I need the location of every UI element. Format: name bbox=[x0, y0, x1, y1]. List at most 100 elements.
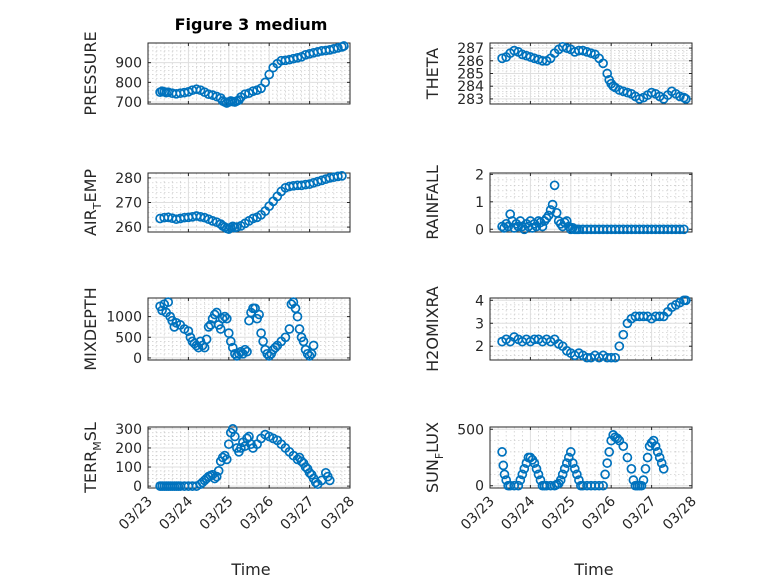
data-point bbox=[602, 68, 613, 79]
x-tick-label: 03/24 bbox=[498, 493, 538, 533]
data-point bbox=[519, 463, 530, 474]
data-point bbox=[622, 87, 633, 98]
data-point bbox=[646, 87, 657, 98]
data-point bbox=[557, 469, 568, 480]
data-point bbox=[207, 90, 218, 100]
data-point bbox=[559, 463, 570, 474]
data-point bbox=[221, 313, 232, 324]
y-tick-label: 0 bbox=[133, 479, 142, 495]
y-tick-label: 287 bbox=[457, 41, 484, 57]
y-axis-label-part: AIR bbox=[81, 209, 100, 236]
data-point bbox=[614, 341, 625, 352]
data-point bbox=[240, 89, 250, 100]
figure-title: Figure 3 medium bbox=[175, 15, 328, 34]
data-point bbox=[227, 342, 238, 353]
chart-panel: 260 270 280 AIRTEMP bbox=[81, 169, 351, 236]
data-point bbox=[594, 480, 604, 491]
data-point bbox=[650, 441, 661, 452]
data-point bbox=[264, 69, 275, 80]
data-point bbox=[499, 469, 510, 480]
y-tick-label: 1 bbox=[475, 195, 484, 211]
data-point bbox=[561, 216, 572, 226]
data-point bbox=[675, 91, 685, 102]
data-point bbox=[648, 435, 659, 446]
data-point bbox=[201, 334, 212, 345]
y-tick-label: 1000 bbox=[106, 310, 142, 326]
data-point bbox=[656, 458, 667, 468]
y-axis-label: TERRMSL bbox=[81, 422, 104, 494]
data-point bbox=[509, 45, 520, 56]
data-point bbox=[626, 463, 637, 474]
x-tick-label: 03/27 bbox=[620, 494, 660, 534]
y-axis-label: PRESSURE bbox=[81, 31, 100, 115]
y-tick-label: 500 bbox=[115, 330, 142, 346]
y-axis-label-part: SL bbox=[81, 422, 100, 441]
data-point bbox=[598, 58, 608, 69]
y-tick-label: 2 bbox=[475, 167, 484, 183]
data-point bbox=[292, 52, 303, 63]
data-point bbox=[652, 447, 663, 457]
y-tick-label: 200 bbox=[115, 441, 142, 457]
y-axis-label: SUNFLUX bbox=[423, 422, 446, 493]
data-point bbox=[203, 322, 214, 332]
chart-panel: 0 1 2 RAINFALL bbox=[423, 165, 693, 240]
y-tick-label: 300 bbox=[115, 422, 142, 438]
data-point bbox=[569, 463, 580, 474]
data-point bbox=[207, 216, 218, 226]
data-point bbox=[598, 480, 608, 491]
y-axis-label-part: EMP bbox=[81, 169, 100, 203]
x-tick-label: 03/27 bbox=[278, 494, 318, 534]
chart-panel: 700 800 900 PRESSURE bbox=[81, 31, 351, 116]
data-point bbox=[254, 309, 264, 320]
axes-frame bbox=[147, 297, 351, 361]
x-tick-label: 03/28 bbox=[318, 494, 358, 534]
data-point bbox=[618, 441, 629, 452]
y-axis-label-part: SUN bbox=[423, 459, 442, 493]
data-point bbox=[618, 329, 629, 340]
data-point bbox=[638, 475, 649, 485]
chart-panel: 0 500 SUNFLUX 03/23 03/24 03/25 03/26 03/27 03/2… bbox=[423, 422, 700, 533]
data-point bbox=[561, 458, 572, 468]
y-tick-label: 280 bbox=[115, 171, 142, 187]
data-point bbox=[288, 297, 299, 307]
data-point bbox=[636, 480, 647, 491]
data-point bbox=[529, 458, 540, 468]
data-point bbox=[642, 452, 653, 463]
y-axis-label: H2OMIXRA bbox=[423, 286, 442, 372]
x-axis-label-right: Time bbox=[573, 560, 613, 579]
data-point bbox=[292, 311, 303, 322]
data-point bbox=[681, 94, 691, 104]
data-point bbox=[497, 53, 507, 64]
y-tick-label: 0 bbox=[133, 351, 142, 367]
data-point bbox=[567, 223, 578, 233]
y-tick-label: 3 bbox=[475, 316, 484, 332]
data-point bbox=[324, 475, 335, 486]
x-tick-label: 03/26 bbox=[579, 493, 619, 533]
data-point bbox=[517, 469, 528, 480]
data-point bbox=[339, 41, 349, 51]
data-point bbox=[280, 332, 291, 343]
y-axis-label-subscript: M bbox=[91, 441, 104, 451]
data-point bbox=[640, 463, 651, 474]
axes-frame bbox=[147, 426, 351, 489]
data-point bbox=[284, 324, 295, 334]
y-tick-label: 0 bbox=[475, 479, 484, 495]
y-tick-label: 4 bbox=[475, 293, 484, 309]
data-point bbox=[572, 469, 582, 480]
x-tick-label: 03/23 bbox=[116, 494, 156, 534]
data-point bbox=[586, 48, 596, 59]
data-point bbox=[531, 463, 542, 474]
data-point bbox=[622, 452, 633, 463]
data-point bbox=[557, 41, 568, 52]
data-point bbox=[209, 473, 220, 484]
y-axis-label: MIXDEPTH bbox=[81, 287, 100, 370]
axes-frame bbox=[489, 426, 693, 489]
data-point bbox=[219, 311, 230, 322]
y-axis-label-part: LUX bbox=[423, 422, 442, 453]
data-point bbox=[602, 458, 613, 468]
data-point bbox=[567, 458, 578, 468]
data-point bbox=[565, 447, 576, 457]
x-tick-label: 03/25 bbox=[539, 494, 579, 534]
